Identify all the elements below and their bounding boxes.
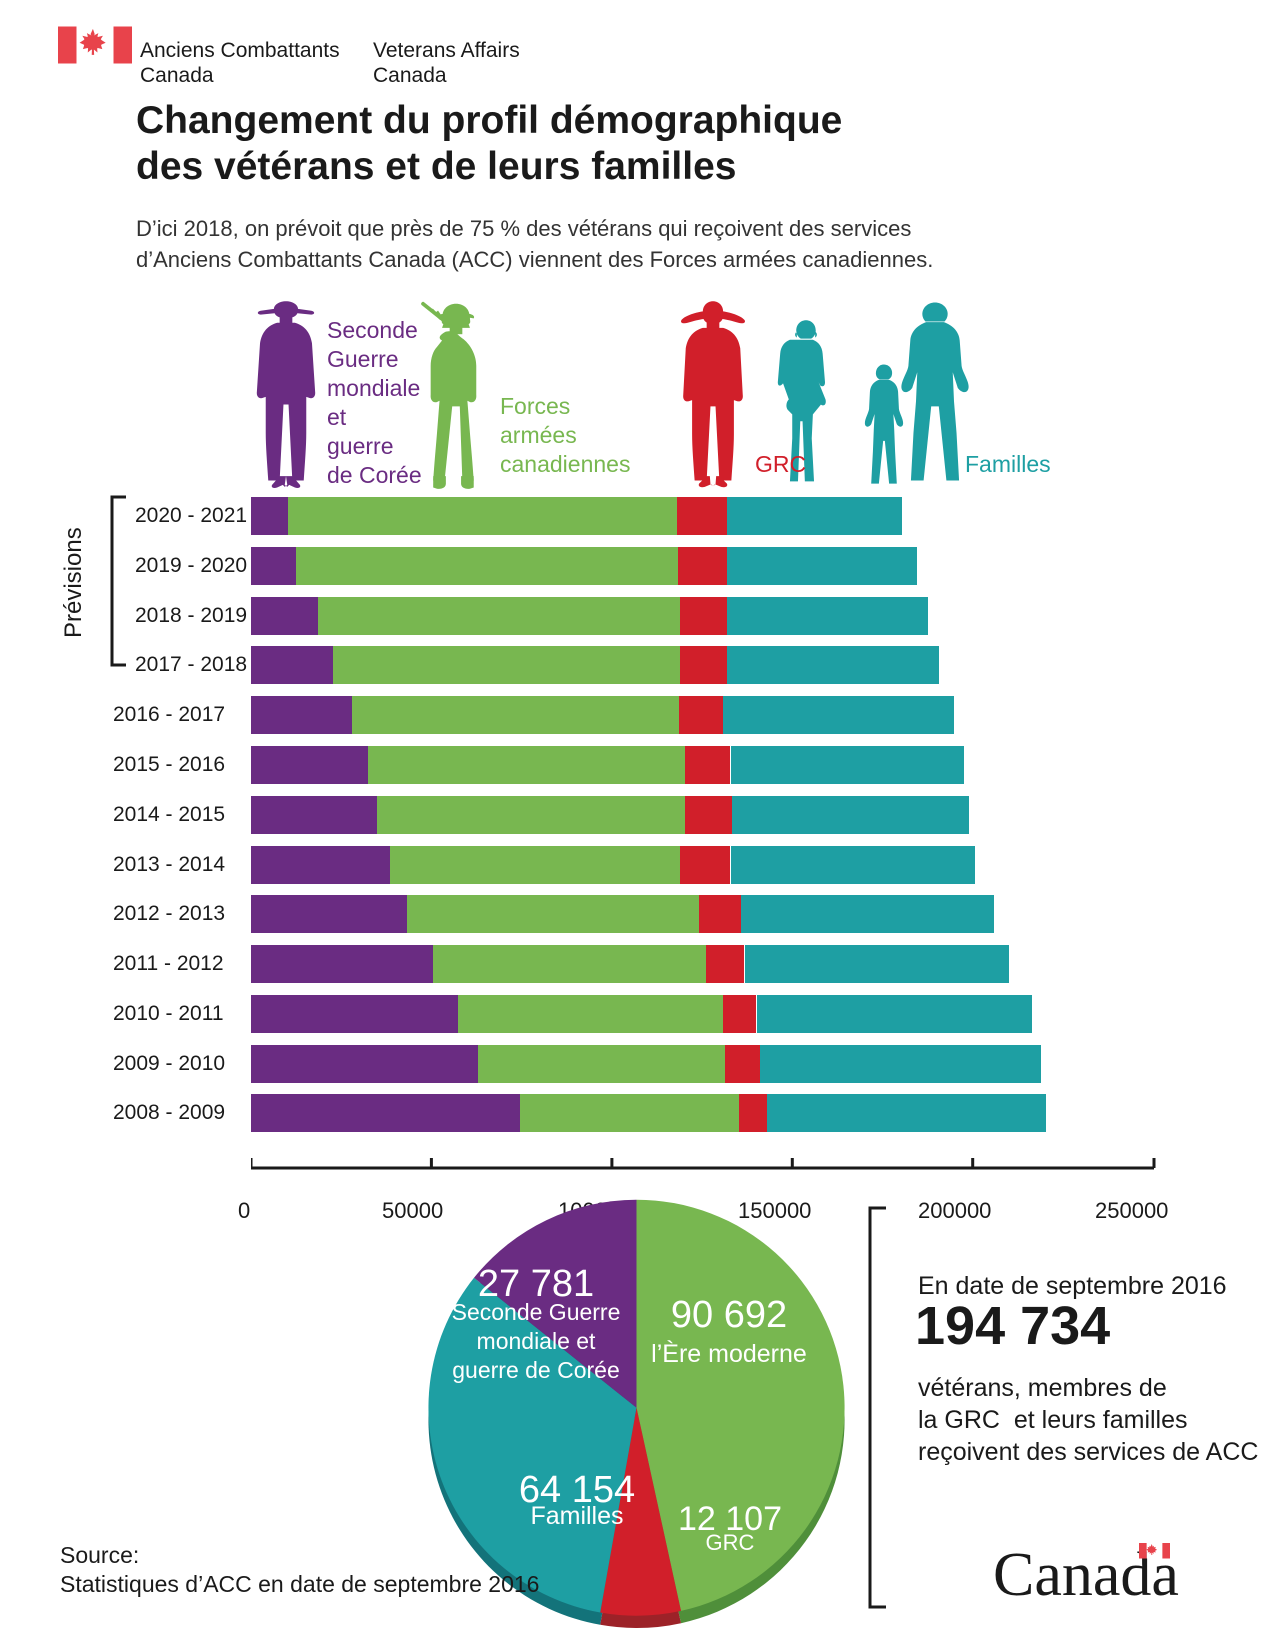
svg-text:mondiale et: mondiale et <box>477 1328 597 1354</box>
svg-text:90 692: 90 692 <box>671 1294 787 1336</box>
svg-text:Familles: Familles <box>530 1502 623 1530</box>
svg-text:Seconde Guerre: Seconde Guerre <box>452 1299 621 1325</box>
svg-text:GRC: GRC <box>706 1530 755 1555</box>
svg-text:guerre de Corée: guerre de Corée <box>452 1357 620 1383</box>
svg-text:l’Ère moderne: l’Ère moderne <box>651 1339 807 1368</box>
